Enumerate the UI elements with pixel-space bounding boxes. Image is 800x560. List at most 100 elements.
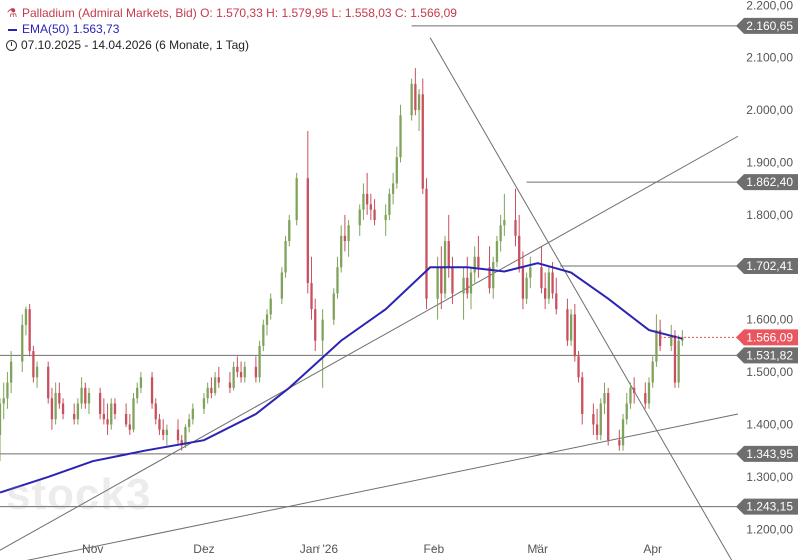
candle-down xyxy=(73,413,76,420)
level-label-bg xyxy=(736,445,798,462)
candle-up xyxy=(391,183,395,194)
y-tick-label: 1.900,00 xyxy=(746,155,793,169)
current-price-label: 1.566,09 xyxy=(746,330,793,344)
candle-down xyxy=(607,393,610,441)
ema-label: EMA(50) xyxy=(22,22,70,36)
candle-up xyxy=(24,309,28,325)
candle-up xyxy=(647,382,651,404)
candle-down xyxy=(150,377,154,404)
candle-down xyxy=(466,277,469,294)
candle-up xyxy=(191,408,194,420)
y-tick-label: 1.600,00 xyxy=(746,313,793,327)
candle-down xyxy=(124,413,128,425)
candle-up xyxy=(358,209,361,226)
candle-down xyxy=(254,366,258,378)
candle-up xyxy=(340,235,343,268)
candle-up xyxy=(206,387,209,399)
candle-up xyxy=(417,94,421,111)
candle-up xyxy=(269,298,272,315)
candle-up xyxy=(621,419,625,446)
candle-down xyxy=(581,377,584,414)
high-value: H: 1.579,95 xyxy=(266,6,329,20)
level-label: 1.243,15 xyxy=(746,500,793,514)
candle-up xyxy=(655,330,658,362)
candle-down xyxy=(50,398,54,420)
candle-down xyxy=(154,403,157,420)
candle-down xyxy=(518,235,521,268)
candle-up xyxy=(265,314,269,325)
candle-up xyxy=(213,377,217,394)
y-tick-label: 1.300,00 xyxy=(746,470,793,484)
candle-up xyxy=(625,403,628,420)
candle-up xyxy=(681,337,684,341)
low-value: L: 1.558,03 xyxy=(331,6,392,20)
trendline xyxy=(429,37,733,560)
candle-up xyxy=(132,398,135,430)
candle-up xyxy=(139,377,143,388)
candle-down xyxy=(369,204,373,210)
level-label-bg xyxy=(736,347,798,364)
candle-up xyxy=(603,393,606,404)
candle-up xyxy=(2,398,5,404)
candle-up xyxy=(503,220,506,226)
candle-down xyxy=(84,387,87,404)
candle-down xyxy=(488,267,491,289)
candle-up xyxy=(9,361,13,383)
x-tick-label: Dez xyxy=(193,542,214,556)
candle-up xyxy=(384,214,387,221)
level-label: 1.343,95 xyxy=(746,447,793,461)
level-label: 1.862,40 xyxy=(746,175,793,189)
level-label: 2.160,65 xyxy=(746,19,793,33)
candle-down xyxy=(673,335,677,383)
candle-down xyxy=(514,220,517,236)
candle-up xyxy=(651,361,654,383)
ema-value: 1.563,73 xyxy=(72,22,120,36)
candle-up xyxy=(165,429,169,435)
candle-up xyxy=(395,157,398,184)
candle-up xyxy=(202,398,206,409)
candle-up xyxy=(258,345,261,378)
clock-icon xyxy=(6,39,17,51)
level-label: 1.531,82 xyxy=(746,348,793,362)
candle-down xyxy=(521,267,525,299)
candle-down xyxy=(544,288,547,299)
candle-up xyxy=(499,225,502,242)
level-label: 1.702,41 xyxy=(746,259,793,273)
candle-down xyxy=(128,424,131,430)
y-tick-label: 1.800,00 xyxy=(746,208,793,222)
candle-down xyxy=(28,309,31,352)
candle-up xyxy=(184,427,187,446)
candle-down xyxy=(414,83,417,111)
y-tick-label: 2.000,00 xyxy=(746,103,793,117)
candle-up xyxy=(284,241,287,273)
candle-down xyxy=(365,193,369,205)
candle-up xyxy=(529,267,532,278)
candle-down xyxy=(421,94,424,189)
candle-down xyxy=(47,366,50,399)
legend-ema-row: EMA(50) 1.563,73 xyxy=(6,21,457,37)
level-label-bg xyxy=(736,498,798,515)
y-tick-label: 1.400,00 xyxy=(746,417,793,431)
close-value: C: 1.566,09 xyxy=(394,6,457,20)
candle-up xyxy=(336,267,339,294)
candle-down xyxy=(555,293,558,310)
candle-down xyxy=(102,413,105,420)
candle-up xyxy=(232,366,235,388)
candle-up xyxy=(462,277,465,294)
candle-up xyxy=(110,403,113,425)
candle-down xyxy=(343,235,347,242)
ema-line-icon xyxy=(6,21,18,37)
candle-down xyxy=(658,330,662,346)
candle-up xyxy=(332,293,335,320)
candle-down xyxy=(540,267,543,289)
y-tick-label: 1.500,00 xyxy=(746,365,793,379)
candle-down xyxy=(618,440,621,446)
candle-down xyxy=(314,309,317,341)
candle-down xyxy=(425,188,428,299)
open-value: O: 1.570,33 xyxy=(200,6,263,20)
level-label-bg xyxy=(736,257,798,274)
candle-up xyxy=(187,419,191,428)
trendline xyxy=(26,413,739,560)
candle-down xyxy=(210,387,213,394)
